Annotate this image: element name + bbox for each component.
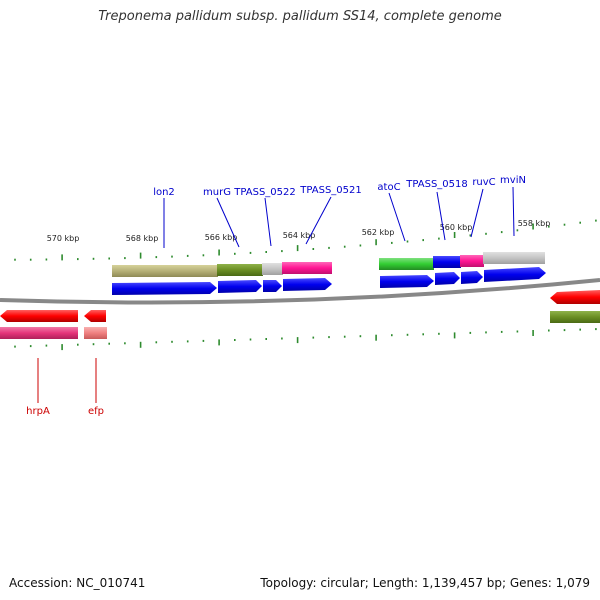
cds-arrow-TPASS_0522[interactable] xyxy=(263,280,282,292)
cds-track-reverse xyxy=(0,290,600,339)
accession-text: Accession: NC_010741 xyxy=(9,576,146,590)
cds-arrow-ruvC[interactable] xyxy=(461,271,483,284)
genome-summary-text: Topology: circular; Length: 1,139,457 bp… xyxy=(260,576,590,590)
feature-TPASS_0518-gene[interactable] xyxy=(433,256,461,268)
gene-label-efp[interactable]: efp xyxy=(88,406,104,417)
scale-label-560kbp: 560 kbp xyxy=(440,223,473,232)
cds-arrow-TPASS_0521[interactable] xyxy=(283,278,332,291)
scale-label-558kbp: 558 kbp xyxy=(518,219,551,228)
gene-track-upper xyxy=(112,252,600,323)
gene-label-TPASS_0518[interactable]: TPASS_0518 xyxy=(405,179,467,190)
feature-atoC-gene[interactable] xyxy=(379,258,434,270)
feature-TPASS_0522-gene[interactable] xyxy=(262,263,283,275)
cds-arrow-lon2[interactable] xyxy=(112,282,217,295)
scale-label-564kbp: 564 kbp xyxy=(283,231,316,240)
genome-title: Treponema pallidum subsp. pallidum SS14,… xyxy=(98,9,502,24)
gene-label-TPASS_0521[interactable]: TPASS_0521 xyxy=(299,185,361,196)
scale-ticks-top xyxy=(14,219,597,261)
label-leaders-top xyxy=(163,186,515,248)
cds-arrow-mviN[interactable] xyxy=(484,267,546,282)
scale-label-568kbp: 568 kbp xyxy=(126,234,159,243)
gene-label-mviN[interactable]: mviN xyxy=(500,175,526,186)
cds-arrow-atoC[interactable] xyxy=(380,275,434,288)
scale-ticks-bottom xyxy=(14,328,597,351)
gene-label-atoC[interactable]: atoC xyxy=(377,182,400,193)
gene-label-murG[interactable]: murG xyxy=(203,187,231,198)
cds-track-forward xyxy=(112,267,546,295)
feature-lon2-gene[interactable] xyxy=(112,265,218,277)
cds-arrow-efp[interactable] xyxy=(84,310,106,322)
genome-backbone xyxy=(0,278,600,305)
feature-TPASS_0521-gene[interactable] xyxy=(282,262,332,274)
label-leaders-bottom xyxy=(37,358,97,403)
gene-label-TPASS_0522[interactable]: TPASS_0522 xyxy=(233,187,295,198)
cds-arrow-murG[interactable] xyxy=(218,280,262,293)
feature-hrpA-gene[interactable] xyxy=(0,327,78,339)
gene-label-lon2[interactable]: lon2 xyxy=(153,187,175,198)
feature-efp-gene[interactable] xyxy=(84,327,107,339)
cds-arrow-TPASS_0518[interactable] xyxy=(435,272,460,285)
scale-label-570kbp: 570 kbp xyxy=(47,234,80,243)
scale-label-562kbp: 562 kbp xyxy=(362,228,395,237)
feature-ruvC-gene[interactable] xyxy=(460,255,484,267)
feature-murG-gene[interactable] xyxy=(217,264,263,276)
gene-label-ruvC[interactable]: ruvC xyxy=(472,177,495,188)
cds-arrow-hrpA[interactable] xyxy=(0,310,78,322)
gene-label-hrpA[interactable]: hrpA xyxy=(26,406,50,417)
feature-right-gene[interactable] xyxy=(550,311,600,323)
feature-mviN-gene[interactable] xyxy=(483,252,545,264)
scale-label-566kbp: 566 kbp xyxy=(205,233,238,242)
cds-arrow-right[interactable] xyxy=(550,290,600,304)
